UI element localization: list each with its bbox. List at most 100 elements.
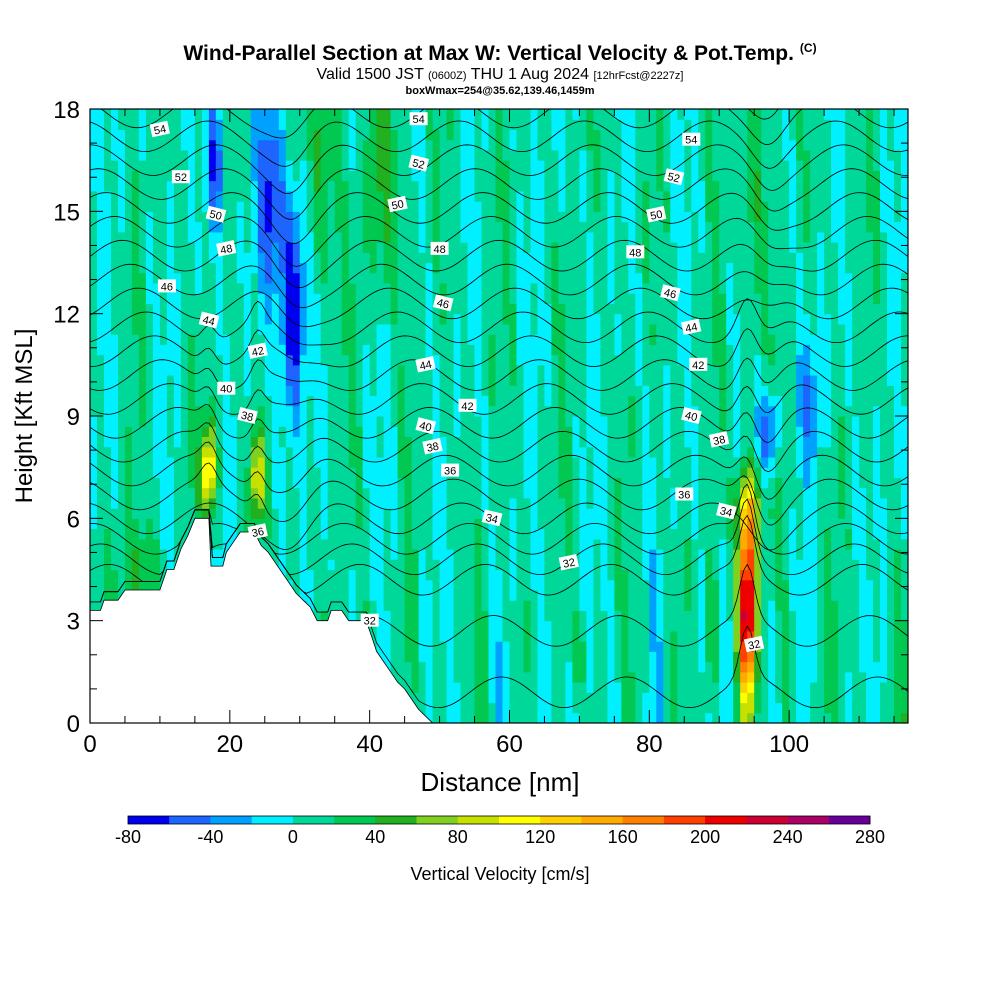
velocity-cell — [397, 252, 406, 264]
velocity-cell — [306, 456, 315, 468]
velocity-cell — [425, 467, 434, 478]
velocity-cell — [229, 446, 238, 458]
velocity-cell — [250, 201, 259, 212]
velocity-cell — [271, 303, 280, 315]
velocity-cell — [488, 630, 497, 642]
velocity-cell — [292, 416, 301, 427]
velocity-cell — [418, 508, 427, 519]
velocity-cell — [369, 139, 378, 151]
velocity-cell — [425, 682, 434, 693]
velocity-cell — [369, 569, 378, 581]
velocity-cell — [481, 518, 490, 530]
velocity-cell — [278, 231, 287, 243]
velocity-cell — [656, 559, 664, 571]
velocity-cell — [355, 221, 364, 233]
velocity-cell — [642, 293, 650, 304]
velocity-cell — [600, 385, 608, 397]
velocity-cell — [306, 559, 315, 571]
velocity-cell — [292, 252, 301, 264]
velocity-cell — [446, 549, 455, 560]
velocity-cell — [509, 323, 518, 335]
velocity-cell — [642, 242, 650, 253]
velocity-cell — [593, 160, 601, 171]
velocity-cell — [439, 160, 448, 171]
velocity-cell — [509, 416, 518, 427]
velocity-cell — [173, 139, 182, 151]
velocity-cell — [656, 190, 664, 202]
velocity-cell — [222, 375, 231, 386]
velocity-cell — [446, 477, 455, 489]
velocity-cell — [460, 610, 469, 622]
velocity-cell — [355, 497, 364, 509]
velocity-cell — [111, 385, 119, 397]
velocity-cell — [460, 487, 469, 499]
velocity-cell — [607, 651, 615, 663]
velocity-cell — [264, 446, 273, 458]
velocity-cell — [607, 160, 615, 171]
velocity-cell — [460, 600, 469, 611]
velocity-cell — [257, 149, 266, 161]
velocity-cell — [642, 334, 650, 345]
velocity-cell — [565, 323, 573, 335]
velocity-cell — [502, 283, 511, 294]
velocity-cell — [320, 242, 329, 253]
velocity-cell — [208, 160, 217, 171]
velocity-cell — [390, 518, 399, 530]
velocity-cell — [341, 354, 350, 366]
velocity-cell — [530, 538, 539, 550]
velocity-cell — [530, 190, 539, 202]
velocity-cell — [565, 190, 573, 202]
velocity-cell — [460, 262, 469, 274]
velocity-cell — [313, 201, 322, 212]
velocity-cell — [299, 446, 308, 458]
velocity-cell — [243, 293, 252, 304]
velocity-cell — [299, 211, 308, 223]
velocity-cell — [579, 600, 587, 611]
velocity-cell — [222, 344, 231, 356]
velocity-cell — [432, 661, 441, 673]
velocity-cell — [474, 426, 483, 437]
velocity-cell — [236, 190, 245, 202]
velocity-cell — [397, 641, 406, 652]
velocity-cell — [628, 201, 636, 212]
velocity-cell — [278, 334, 287, 345]
velocity-cell — [208, 303, 217, 315]
velocity-cell — [369, 600, 378, 611]
velocity-cell — [271, 211, 280, 223]
velocity-cell — [614, 119, 622, 130]
velocity-cell — [607, 242, 615, 253]
velocity-cell — [579, 170, 587, 182]
velocity-cell — [376, 303, 385, 315]
velocity-cell — [523, 682, 532, 693]
velocity-cell — [173, 180, 182, 192]
velocity-cell — [537, 467, 546, 478]
velocity-cell — [432, 692, 441, 704]
velocity-cell — [278, 139, 287, 151]
velocity-cell — [215, 467, 224, 478]
velocity-cell — [173, 538, 182, 550]
velocity-cell — [600, 262, 608, 274]
velocity-cell — [313, 160, 322, 171]
velocity-cell — [439, 252, 448, 264]
velocity-cell — [649, 149, 657, 161]
velocity-cell — [278, 395, 287, 407]
velocity-cell — [565, 303, 573, 315]
velocity-cell — [278, 129, 287, 141]
velocity-cell — [376, 467, 385, 478]
velocity-cell — [104, 180, 112, 192]
velocity-cell — [327, 497, 336, 509]
velocity-cell — [159, 211, 168, 223]
velocity-cell — [523, 692, 532, 704]
velocity-cell — [285, 467, 294, 478]
velocity-cell — [145, 129, 154, 141]
velocity-cell — [90, 528, 98, 540]
velocity-cell — [586, 508, 594, 519]
velocity-cell — [383, 323, 392, 335]
velocity-cell — [460, 630, 469, 642]
velocity-cell — [642, 682, 650, 693]
velocity-cell — [481, 620, 490, 632]
velocity-cell — [369, 579, 378, 591]
velocity-cell — [404, 303, 413, 315]
velocity-cell — [327, 221, 336, 233]
velocity-cell — [446, 559, 455, 571]
